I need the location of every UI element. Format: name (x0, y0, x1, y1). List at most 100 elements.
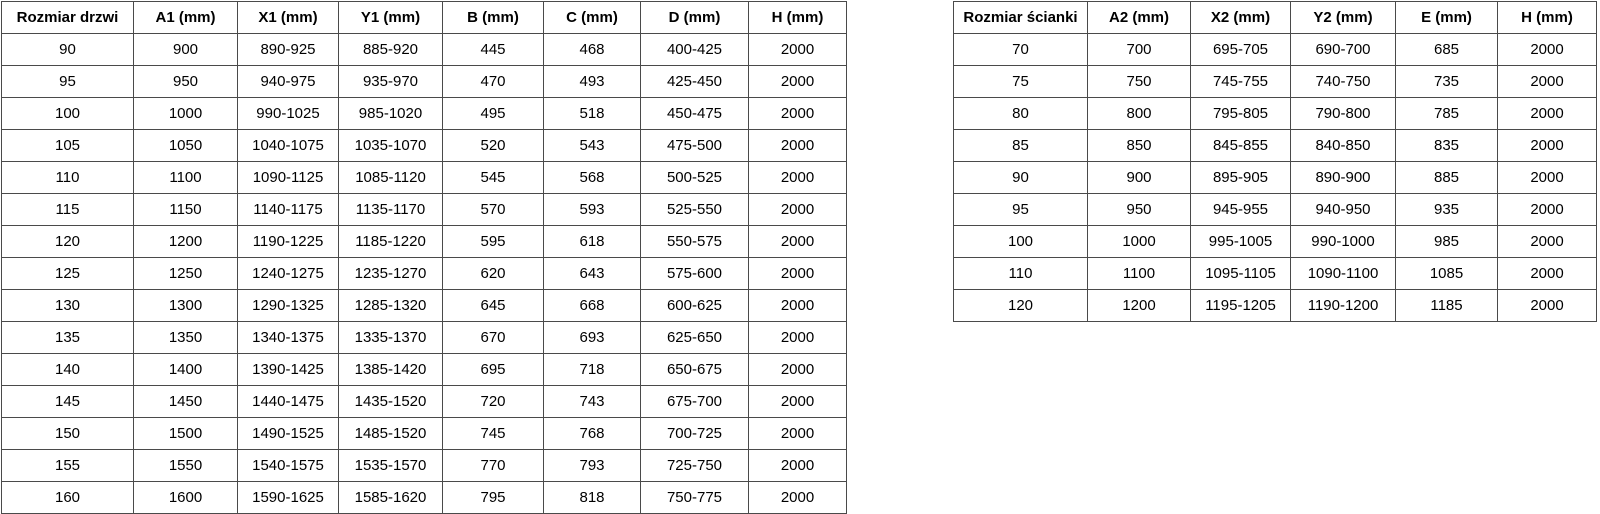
table-cell: 1085 (1395, 257, 1498, 290)
column-header: Rozmiar drzwi (1, 1, 134, 34)
table-row: 120 1200 1195-1205 1190-1200 1185 2000 (953, 289, 1597, 322)
table-row: 95 950 940-975 935-970 470 493 425-450 2000 (1, 65, 847, 98)
table-cell: 735 (1395, 65, 1498, 98)
table-cell: 1335-1370 (338, 321, 443, 354)
table-cell: 518 (543, 97, 641, 130)
table-cell: 545 (442, 161, 544, 194)
table-cell: 1300 (133, 289, 238, 322)
table-cell: 795 (442, 481, 544, 514)
column-header: E (mm) (1395, 1, 1498, 34)
table-row: 150 1500 1490-1525 1485-1520 745 768 700-725 20… (1, 417, 847, 450)
table-cell: 2000 (748, 129, 847, 162)
table-cell: 2000 (748, 417, 847, 450)
table-cell: 110 (953, 257, 1088, 290)
table-cell: 2000 (1497, 257, 1597, 290)
table-cell: 90 (953, 161, 1088, 194)
table-cell: 1035-1070 (338, 129, 443, 162)
table-cell: 1190-1200 (1290, 289, 1396, 322)
table-cell: 675-700 (640, 385, 749, 418)
table-cell: 2000 (748, 481, 847, 514)
table-row: 90 900 890-925 885-920 445 468 400-425 2000 (1, 33, 847, 66)
table-cell: 620 (442, 257, 544, 290)
table-cell: 668 (543, 289, 641, 322)
table-cell: 1490-1525 (237, 417, 339, 450)
table-cell: 1140-1175 (237, 193, 339, 226)
table-cell: 100 (953, 225, 1088, 258)
table-cell: 400-425 (640, 33, 749, 66)
table-row: 70 700 695-705 690-700 685 2000 (953, 33, 1597, 66)
table-cell: 2000 (748, 321, 847, 354)
table-row: 75 750 745-755 740-750 735 2000 (953, 65, 1597, 98)
table-cell: 1240-1275 (237, 257, 339, 290)
table-cell: 1500 (133, 417, 238, 450)
table-row: 155 1550 1540-1575 1535-1570 770 793 725-750 20… (1, 449, 847, 482)
table-cell: 1190-1225 (237, 225, 339, 258)
table-cell: 1600 (133, 481, 238, 514)
table-cell: 135 (1, 321, 134, 354)
column-header: H (mm) (748, 1, 847, 34)
table-cell: 1250 (133, 257, 238, 290)
table-cell: 1200 (1087, 289, 1191, 322)
table-cell: 885-920 (338, 33, 443, 66)
table-cell: 1000 (1087, 225, 1191, 258)
table-cell: 985 (1395, 225, 1498, 258)
table-cell: 525-550 (640, 193, 749, 226)
table-cell: 900 (1087, 161, 1191, 194)
table-cell: 120 (1, 225, 134, 258)
wall-panel-size-table: Rozmiar ścianki A2 (mm) X2 (mm) Y2 (mm) E (m… (953, 1, 1597, 322)
table-cell: 1540-1575 (237, 449, 339, 482)
table-cell: 690-700 (1290, 33, 1396, 66)
table-cell: 945-955 (1190, 193, 1291, 226)
table-cell: 1150 (133, 193, 238, 226)
table-row: 160 1600 1590-1625 1585-1620 795 818 750-775 20… (1, 481, 847, 514)
table-cell: 695 (442, 353, 544, 386)
table-cell: 1435-1520 (338, 385, 443, 418)
table-cell: 90 (1, 33, 134, 66)
table-cell: 935 (1395, 193, 1498, 226)
table-cell: 1090-1100 (1290, 257, 1396, 290)
table-cell: 1040-1075 (237, 129, 339, 162)
table-cell: 95 (953, 193, 1088, 226)
table-cell: 445 (442, 33, 544, 66)
table-cell: 2000 (748, 193, 847, 226)
table-row: 90 900 895-905 890-900 885 2000 (953, 161, 1597, 194)
table-cell: 1235-1270 (338, 257, 443, 290)
table-cell: 770 (442, 449, 544, 482)
header-row: Rozmiar ścianki A2 (mm) X2 (mm) Y2 (mm) E (m… (953, 1, 1597, 34)
table-cell: 1590-1625 (237, 481, 339, 514)
table-cell: 2000 (1497, 289, 1597, 322)
table-cell: 2000 (1497, 65, 1597, 98)
table-cell: 995-1005 (1190, 225, 1291, 258)
table-cell: 2000 (1497, 193, 1597, 226)
table-cell: 2000 (748, 161, 847, 194)
table-cell: 840-850 (1290, 129, 1396, 162)
table-cell: 80 (953, 97, 1088, 130)
table-row: 95 950 945-955 940-950 935 2000 (953, 193, 1597, 226)
table-row: 100 1000 990-1025 985-1020 495 518 450-475 2000 (1, 97, 847, 130)
table-cell: 745-755 (1190, 65, 1291, 98)
table-cell: 1100 (1087, 257, 1191, 290)
table-cell: 1050 (133, 129, 238, 162)
table-cell: 1200 (133, 225, 238, 258)
column-header: A2 (mm) (1087, 1, 1191, 34)
table-cell: 145 (1, 385, 134, 418)
table-cell: 155 (1, 449, 134, 482)
table-cell: 550-575 (640, 225, 749, 258)
table-cell: 2000 (748, 257, 847, 290)
table-cell: 2000 (748, 97, 847, 130)
table-cell: 700 (1087, 33, 1191, 66)
table-row: 140 1400 1390-1425 1385-1420 695 718 650-675 20… (1, 353, 847, 386)
table-cell: 75 (953, 65, 1088, 98)
table-row: 125 1250 1240-1275 1235-1270 620 643 575-600 20… (1, 257, 847, 290)
table-cell: 950 (133, 65, 238, 98)
table-cell: 2000 (1497, 97, 1597, 130)
table-cell: 643 (543, 257, 641, 290)
table-row: 85 850 845-855 840-850 835 2000 (953, 129, 1597, 162)
table-row: 130 1300 1290-1325 1285-1320 645 668 600-625 20… (1, 289, 847, 322)
table-cell: 685 (1395, 33, 1498, 66)
table-cell: 2000 (748, 33, 847, 66)
table-cell: 1100 (133, 161, 238, 194)
table-cell: 785 (1395, 97, 1498, 130)
table-cell: 1340-1375 (237, 321, 339, 354)
